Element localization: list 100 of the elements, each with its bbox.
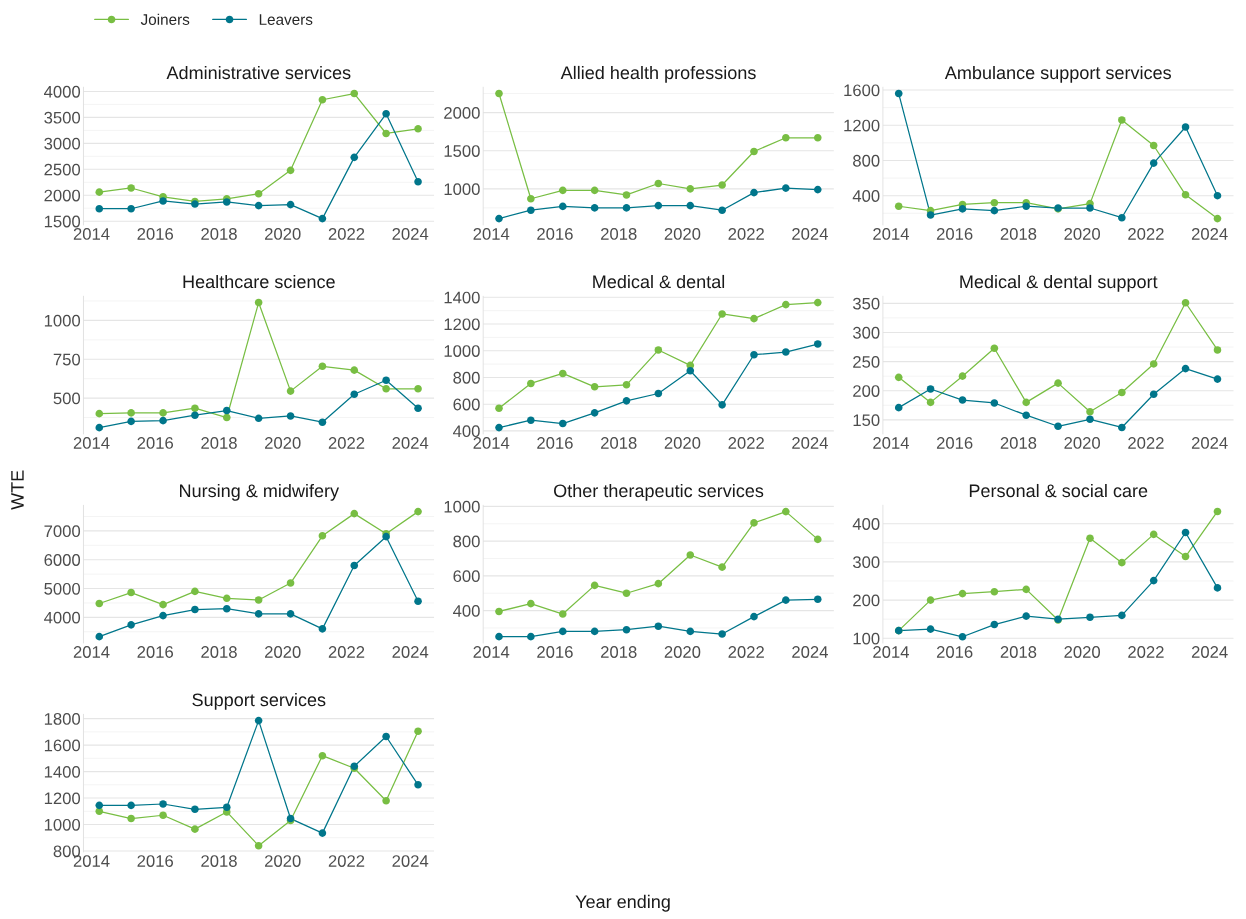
x-tick-label: 2022 [328,646,365,658]
x-tick-label: 2022 [328,228,365,240]
x-tick-label: 2016 [137,646,174,658]
chart-title: Administrative services [166,65,351,80]
x-tick-label: 2024 [792,646,828,658]
y-tick-label: 4000 [44,85,81,98]
x-tick-label: 2014 [73,646,110,658]
y-tick-label: 3500 [44,111,81,124]
x-tick-label: 2024 [792,228,828,240]
x-tick-label: 2016 [936,228,973,240]
x-tick-label: 2024 [1191,437,1228,449]
chart-title: Ambulance support services [944,65,1171,83]
x-tick-label: 2014 [473,437,510,449]
y-tick-label: 1600 [44,739,81,752]
legend-label: Joiners [140,13,190,25]
x-tick-label: 2014 [873,437,909,449]
x-tick-label: 2016 [137,228,174,240]
x-tick-label: 2020 [664,437,701,449]
y-tick-label: 200 [853,594,880,607]
x-tick-label: 2022 [328,855,365,867]
chart-title: Support services [192,692,326,710]
y-tick-label: 800 [453,371,480,384]
y-tick-label: 1000 [44,818,81,831]
x-axis-title: Year ending [575,894,670,912]
y-tick-label: 750 [53,353,81,366]
y-tick-label: 1000 [444,183,480,196]
x-tick-label: 2018 [201,228,237,240]
y-tick-label: 2500 [44,163,81,176]
x-tick-label: 2016 [936,646,973,658]
y-tick-label: 1000 [44,314,81,327]
y-tick-label: 800 [853,154,880,167]
y-tick-label: 3000 [44,137,81,150]
x-tick-label: 2022 [1128,437,1164,449]
y-tick-label: 1200 [44,792,81,805]
x-tick-label: 2014 [473,646,510,658]
x-tick-label: 2024 [792,437,828,449]
x-tick-label: 2022 [1128,228,1164,240]
y-tick-label: 300 [852,556,880,569]
x-tick-label: 2020 [265,646,301,658]
x-tick-label: 2016 [537,228,573,240]
chart-title: Healthcare science [183,274,335,289]
x-tick-label: 2018 [601,228,637,240]
x-tick-label: 2024 [1191,228,1228,240]
x-tick-label: 2018 [201,437,237,449]
x-tick-label: 2020 [1064,437,1101,449]
x-tick-label: 2016 [137,437,174,449]
y-tick-label: 350 [852,297,880,310]
x-tick-label: 2022 [1128,646,1164,658]
x-tick-label: 2022 [328,437,365,449]
chart-title: Medical & dental [593,274,725,289]
y-tick-label: 5000 [44,582,81,595]
y-tick-label: 1400 [444,291,480,304]
y-tick-label: 1500 [444,145,480,157]
y-tick-label: 1000 [444,500,480,513]
x-tick-label: 2020 [664,646,701,658]
x-tick-label: 2014 [873,228,909,240]
x-tick-label: 2024 [392,437,429,449]
x-tick-label: 2016 [936,437,973,449]
x-tick-label: 2022 [728,646,764,658]
y-axis-title: WTE [11,470,24,510]
x-tick-label: 2016 [537,437,573,449]
x-tick-label: 2016 [137,855,174,867]
legend-label: Leavers [259,14,313,25]
x-tick-label: 2022 [728,228,764,240]
x-tick-label: 2016 [537,646,573,658]
x-tick-label: 2020 [1064,646,1101,658]
y-tick-label: 1200 [444,318,480,331]
x-tick-label: 2018 [1000,437,1037,449]
x-tick-label: 2020 [265,437,301,449]
x-tick-label: 2018 [601,646,637,658]
x-tick-label: 2024 [392,855,429,867]
y-tick-label: 200 [853,385,880,397]
x-tick-label: 2018 [601,437,637,449]
y-tick-label: 1800 [44,713,81,725]
y-tick-label: 250 [853,356,880,368]
y-tick-label: 400 [453,425,480,438]
y-tick-label: 7000 [44,525,81,538]
x-tick-label: 2020 [265,228,301,240]
x-tick-label: 2014 [73,437,110,449]
x-tick-label: 2014 [473,228,510,240]
y-tick-label: 1600 [844,84,880,97]
x-tick-label: 2018 [201,855,237,867]
y-tick-label: 100 [853,632,880,645]
y-tick-label: 1400 [44,765,81,778]
x-tick-label: 2020 [265,855,301,867]
x-tick-label: 2022 [728,437,764,449]
x-tick-label: 2018 [201,646,237,658]
y-tick-label: 600 [453,570,480,583]
x-tick-label: 2018 [1000,228,1037,240]
chart-title: Medical & dental support [960,274,1158,292]
y-tick-label: 1000 [444,345,480,357]
y-tick-label: 400 [852,518,880,530]
x-tick-label: 2020 [664,228,701,240]
y-tick-label: 1500 [44,215,81,228]
y-tick-label: 6000 [44,554,81,566]
y-tick-label: 2000 [44,189,81,202]
y-tick-label: 4000 [44,611,81,624]
y-tick-label: 600 [453,398,480,411]
x-tick-label: 2014 [73,228,110,240]
y-tick-label: 400 [852,190,880,202]
